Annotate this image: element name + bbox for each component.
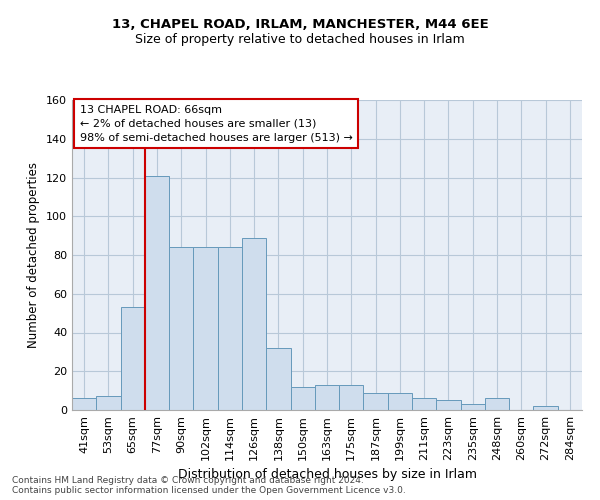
X-axis label: Distribution of detached houses by size in Irlam: Distribution of detached houses by size … [178,468,476,481]
Bar [461,404,485,410]
Bar [242,238,266,410]
Bar [533,406,558,410]
Bar [72,398,96,410]
Bar [145,176,169,410]
Text: 13 CHAPEL ROAD: 66sqm
← 2% of detached houses are smaller (13)
98% of semi-detac: 13 CHAPEL ROAD: 66sqm ← 2% of detached h… [80,104,353,142]
Bar [339,385,364,410]
Text: 13, CHAPEL ROAD, IRLAM, MANCHESTER, M44 6EE: 13, CHAPEL ROAD, IRLAM, MANCHESTER, M44 … [112,18,488,30]
Bar [364,392,388,410]
Bar [218,247,242,410]
Y-axis label: Number of detached properties: Number of detached properties [28,162,40,348]
Bar [121,308,145,410]
Bar [169,247,193,410]
Bar [266,348,290,410]
Bar [315,385,339,410]
Bar [436,400,461,410]
Bar [485,398,509,410]
Bar [290,387,315,410]
Bar [96,396,121,410]
Bar [388,392,412,410]
Bar [412,398,436,410]
Bar [193,247,218,410]
Text: Size of property relative to detached houses in Irlam: Size of property relative to detached ho… [135,32,465,46]
Text: Contains HM Land Registry data © Crown copyright and database right 2024.
Contai: Contains HM Land Registry data © Crown c… [12,476,406,495]
